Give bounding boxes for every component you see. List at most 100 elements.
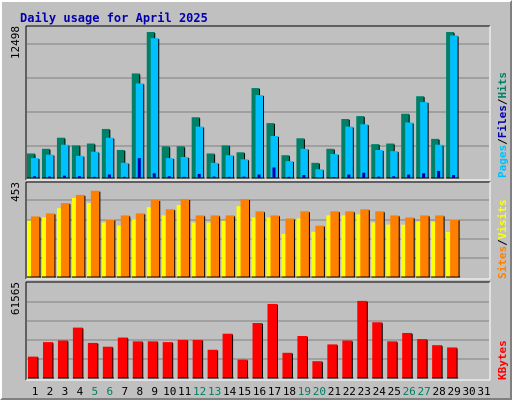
day-label-17: 17 [268, 385, 281, 398]
pages-bar-28 [437, 170, 441, 178]
pages-bar-21 [332, 177, 336, 178]
pages-bar-26 [407, 174, 411, 178]
kbytes-bar-11 [177, 339, 188, 378]
middle-panel-max-label: 453 [9, 182, 22, 202]
files-bar-7 [120, 162, 129, 178]
middle-panel-legend-item: Sites [496, 246, 509, 279]
files-bar-19 [300, 148, 309, 178]
sites-bar-8 [135, 213, 145, 277]
kbytes-bar-4 [72, 327, 83, 378]
bottom-panel-legend-item: KBytes [496, 340, 509, 380]
kbytes-bar-9 [147, 341, 158, 378]
day-label-29: 29 [447, 385, 460, 398]
sites-bar-12 [195, 215, 205, 277]
chart-title: Daily usage for April 2025 [20, 11, 208, 25]
day-label-24: 24 [373, 385, 387, 398]
pages-bar-8 [137, 158, 141, 178]
files-bar-24 [375, 149, 384, 178]
day-label-25: 25 [388, 385, 401, 398]
files-bar-2 [45, 154, 54, 178]
pages-bar-2 [47, 176, 51, 178]
kbytes-bar-2 [42, 342, 53, 378]
day-label-23: 23 [358, 385, 371, 398]
day-label-13: 13 [208, 385, 221, 398]
kbytes-bar-14 [222, 333, 233, 378]
files-bar-26 [405, 122, 414, 178]
sites-bar-7 [120, 215, 130, 277]
bottom-panel-legend: KBytes [496, 340, 509, 380]
kbytes-bar-16 [252, 323, 263, 378]
top-panel-max-label: 12498 [9, 26, 22, 59]
pages-bar-23 [362, 172, 366, 178]
files-bar-8 [135, 83, 144, 178]
pages-bar-16 [257, 174, 261, 178]
sites-bar-17 [270, 215, 280, 277]
sites-bar-10 [165, 209, 175, 277]
pages-bar-24 [377, 176, 381, 178]
day-label-27: 27 [418, 385, 431, 398]
sites-bar-11 [180, 198, 190, 277]
files-bar-17 [270, 135, 279, 178]
sites-bar-26 [405, 217, 415, 277]
day-label-3: 3 [62, 385, 69, 398]
kbytes-bar-29 [447, 347, 458, 378]
sites-bar-24 [375, 211, 385, 277]
day-label-5: 5 [92, 385, 99, 398]
pages-bar-18 [287, 176, 291, 178]
sites-bar-14 [225, 215, 235, 277]
middle-panel-legend-item: Visits [496, 200, 509, 240]
kbytes-bar-27 [417, 339, 428, 378]
day-label-16: 16 [253, 385, 266, 398]
top-panel-legend-item: Hits [496, 72, 509, 99]
files-bar-5 [90, 151, 99, 178]
day-label-2: 2 [47, 385, 54, 398]
kbytes-bar-24 [372, 322, 383, 378]
files-bar-15 [240, 159, 249, 178]
kbytes-bar-18 [282, 352, 293, 378]
day-label-9: 9 [151, 385, 158, 398]
sites-bar-27 [420, 215, 430, 277]
hits-bar-16 [251, 88, 260, 178]
files-bar-12 [195, 126, 204, 178]
day-label-26: 26 [403, 385, 416, 398]
sites-bar-5 [90, 190, 100, 277]
pages-bar-3 [62, 175, 66, 178]
files-bar-16 [255, 95, 264, 178]
day-label-12: 12 [193, 385, 206, 398]
pages-bar-4 [77, 176, 81, 178]
files-bar-3 [60, 144, 69, 178]
pages-bar-13 [212, 176, 216, 178]
sites-bar-21 [330, 211, 340, 277]
kbytes-bar-1 [28, 356, 38, 378]
pages-bar-19 [302, 175, 306, 178]
day-label-22: 22 [343, 385, 356, 398]
files-bar-11 [180, 156, 189, 178]
sites-bar-2 [45, 213, 55, 277]
kbytes-bar-28 [432, 345, 443, 378]
top-panel-legend-item: Files [496, 105, 509, 138]
day-label-30: 30 [462, 385, 475, 398]
pages-bar-5 [92, 176, 96, 178]
sites-bar-3 [60, 203, 70, 277]
files-bar-25 [390, 151, 399, 178]
top-panel-legend: Pages/Files/Hits [496, 72, 509, 178]
files-bar-14 [225, 155, 234, 178]
kbytes-bar-5 [87, 342, 98, 378]
kbytes-bar-20 [312, 361, 323, 378]
sites-bar-22 [345, 211, 355, 277]
pages-bar-10 [167, 176, 171, 178]
kbytes-bar-8 [132, 341, 143, 378]
sites-bar-9 [150, 200, 160, 277]
sites-bar-18 [285, 218, 295, 277]
kbytes-bar-12 [192, 339, 203, 378]
top-panel-legend-item: / [496, 98, 509, 105]
kbytes-bar-22 [342, 340, 353, 378]
pages-bar-1 [33, 176, 36, 178]
kbytes-bar-17 [267, 303, 278, 378]
pages-bar-17 [272, 167, 276, 178]
day-label-14: 14 [223, 385, 237, 398]
kbytes-bar-6 [102, 346, 113, 378]
kbytes-bar-3 [57, 340, 68, 378]
sites-bar-13 [210, 215, 220, 277]
